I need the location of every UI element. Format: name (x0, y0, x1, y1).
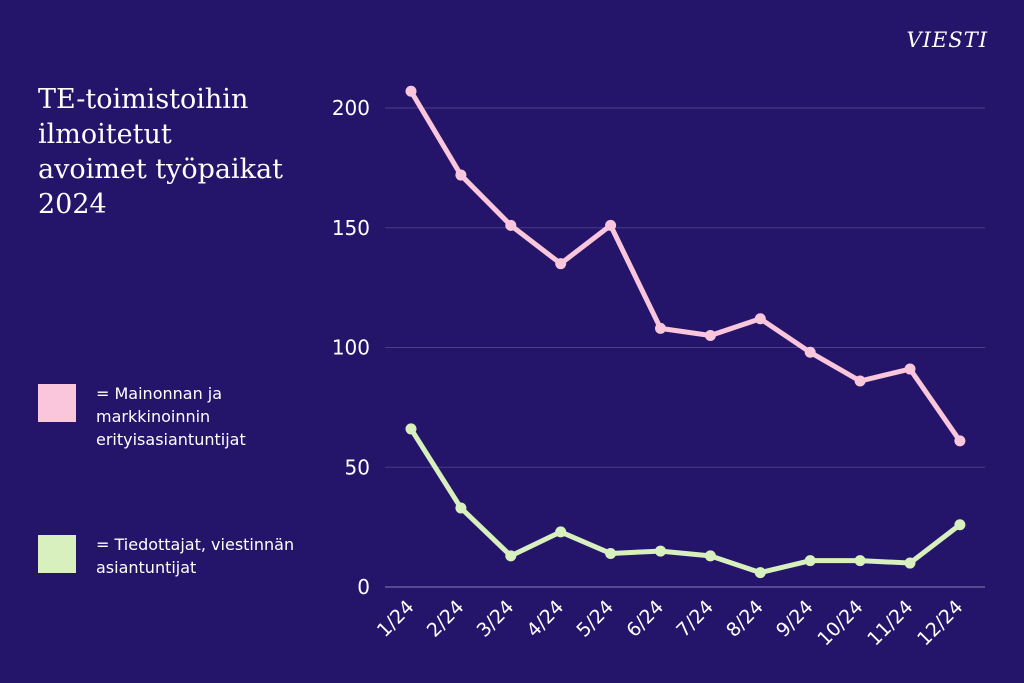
legend-swatch-tiedottajat (38, 535, 76, 573)
brand-logo: VIESTI (906, 28, 988, 52)
x-tick-label: 9/24 (772, 596, 818, 642)
x-tick-label: 3/24 (473, 596, 519, 642)
legend-item-mainonta: = Mainonnan ja markkinoinnin erityisasia… (38, 382, 296, 451)
x-tick-label: 12/24 (913, 596, 967, 650)
x-tick-label: 10/24 (813, 596, 867, 650)
x-tick-label: 5/24 (572, 596, 618, 642)
y-tick-label: 200 (332, 96, 370, 120)
legend-swatch-mainonta (38, 384, 76, 422)
series-line-2 (408, 426, 963, 576)
data-point-series-2 (655, 545, 666, 557)
data-point-series-1 (655, 322, 666, 334)
data-point-series-1 (854, 375, 866, 387)
data-point-series-1 (455, 169, 467, 181)
y-tick-label: 100 (332, 336, 370, 360)
data-point-series-2 (455, 502, 467, 514)
data-point-series-2 (704, 550, 716, 562)
data-point-series-2 (804, 555, 816, 567)
data-point-series-2 (605, 547, 617, 559)
legend-item-tiedottajat: = Tiedottajat, viestinnän asiantuntijat (38, 533, 296, 579)
data-point-series-1 (804, 346, 816, 358)
y-tick-label: 0 (357, 575, 370, 599)
data-point-series-1 (754, 313, 766, 325)
x-tick-label: 1/24 (373, 596, 419, 642)
data-point-series-2 (505, 550, 517, 562)
data-point-series-1 (555, 258, 567, 270)
data-point-series-1 (954, 435, 966, 447)
data-point-series-1 (605, 219, 617, 231)
series-line-1 (408, 88, 963, 444)
x-tick-label: 4/24 (523, 596, 569, 642)
y-tick-label: 150 (332, 216, 370, 240)
data-point-series-2 (555, 526, 567, 538)
data-point-series-2 (405, 423, 417, 435)
data-point-series-2 (904, 557, 916, 569)
data-point-series-1 (505, 219, 517, 231)
legend-label-tiedottajat: = Tiedottajat, viestinnän asiantuntijat (96, 535, 295, 577)
x-tick-label: 2/24 (423, 596, 469, 642)
data-point-series-1 (904, 363, 916, 375)
x-tick-label: 11/24 (863, 596, 917, 650)
data-point-series-1 (704, 330, 716, 342)
y-tick-label: 50 (345, 455, 370, 479)
data-point-series-2 (854, 555, 866, 567)
data-point-series-1 (405, 85, 417, 97)
x-tick-label: 8/24 (722, 596, 768, 642)
x-tick-label: 7/24 (672, 596, 718, 642)
data-point-series-2 (954, 519, 966, 531)
x-tick-label: 6/24 (622, 596, 668, 642)
legend-label-mainonta: = Mainonnan ja markkinoinnin erityisasia… (96, 384, 246, 449)
chart-title: TE-toimistoihin ilmoitetut avoimet työpa… (38, 84, 283, 220)
data-point-series-2 (754, 567, 766, 579)
